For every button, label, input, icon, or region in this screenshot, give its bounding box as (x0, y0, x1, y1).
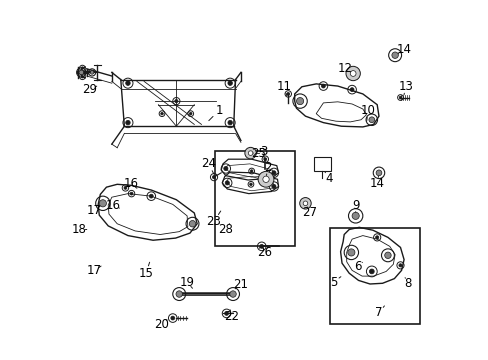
Text: 29: 29 (82, 83, 97, 96)
Circle shape (229, 291, 236, 297)
Circle shape (125, 120, 130, 125)
Circle shape (79, 70, 83, 75)
Text: 4: 4 (325, 172, 332, 185)
Text: 23: 23 (206, 215, 221, 228)
Text: 14: 14 (369, 177, 384, 190)
Text: 15: 15 (138, 267, 153, 280)
Circle shape (258, 171, 273, 187)
Circle shape (398, 264, 401, 267)
Circle shape (286, 93, 289, 95)
Bar (329, 228, 419, 324)
Circle shape (259, 244, 263, 248)
Text: 6: 6 (353, 260, 361, 273)
Bar (215, 151, 294, 246)
Text: 8: 8 (403, 278, 410, 291)
Circle shape (81, 76, 83, 78)
Circle shape (130, 192, 133, 195)
Text: 14: 14 (396, 42, 411, 55)
Circle shape (250, 170, 252, 172)
Circle shape (321, 84, 325, 88)
Circle shape (244, 147, 256, 159)
Circle shape (299, 198, 310, 209)
Text: 13: 13 (398, 80, 412, 93)
Text: 5: 5 (329, 276, 336, 289)
Circle shape (368, 117, 374, 123)
Circle shape (174, 99, 178, 103)
Text: 9: 9 (351, 199, 359, 212)
Circle shape (271, 184, 275, 189)
Circle shape (125, 81, 130, 85)
Text: 27: 27 (302, 207, 317, 220)
Circle shape (149, 194, 153, 198)
Circle shape (248, 151, 252, 156)
Circle shape (263, 176, 268, 183)
Circle shape (296, 98, 303, 105)
Text: 20: 20 (154, 318, 168, 331)
Circle shape (189, 221, 195, 227)
Circle shape (368, 269, 373, 274)
Circle shape (349, 71, 355, 76)
Circle shape (351, 212, 359, 220)
Text: 10: 10 (360, 104, 375, 117)
Circle shape (398, 96, 401, 99)
Circle shape (224, 166, 227, 171)
Text: 17: 17 (87, 204, 102, 217)
Circle shape (346, 66, 360, 81)
Circle shape (161, 112, 163, 115)
Text: 17: 17 (87, 264, 102, 277)
Bar (314, 157, 330, 171)
Circle shape (264, 158, 266, 161)
Circle shape (391, 52, 398, 58)
Circle shape (384, 252, 390, 258)
Text: 11: 11 (276, 80, 291, 93)
Circle shape (99, 200, 106, 207)
Circle shape (375, 170, 381, 176)
Text: 12: 12 (337, 62, 352, 75)
Text: 22: 22 (224, 310, 239, 324)
Circle shape (224, 311, 228, 315)
Text: 28: 28 (218, 223, 233, 236)
Circle shape (212, 176, 215, 179)
Circle shape (375, 236, 378, 239)
Text: 25: 25 (251, 147, 266, 159)
Text: 19: 19 (179, 276, 194, 289)
Circle shape (227, 81, 232, 85)
Circle shape (249, 183, 252, 186)
Text: 21: 21 (233, 278, 248, 291)
Circle shape (225, 181, 229, 185)
Circle shape (347, 249, 354, 256)
Text: 2: 2 (264, 161, 271, 174)
Circle shape (81, 67, 83, 69)
Circle shape (227, 120, 232, 125)
Text: 1: 1 (215, 104, 223, 117)
Text: 16: 16 (106, 199, 121, 212)
Text: 7: 7 (374, 306, 382, 319)
Circle shape (303, 201, 307, 206)
Circle shape (189, 112, 192, 115)
Text: 16: 16 (123, 177, 138, 190)
Circle shape (349, 88, 353, 91)
Text: 26: 26 (257, 246, 271, 259)
Circle shape (170, 316, 174, 320)
Circle shape (124, 186, 126, 189)
Text: 24: 24 (201, 157, 216, 170)
Circle shape (90, 71, 94, 74)
Circle shape (271, 171, 275, 175)
Text: 3: 3 (260, 145, 267, 158)
Text: 18: 18 (71, 223, 86, 236)
Circle shape (176, 291, 182, 297)
